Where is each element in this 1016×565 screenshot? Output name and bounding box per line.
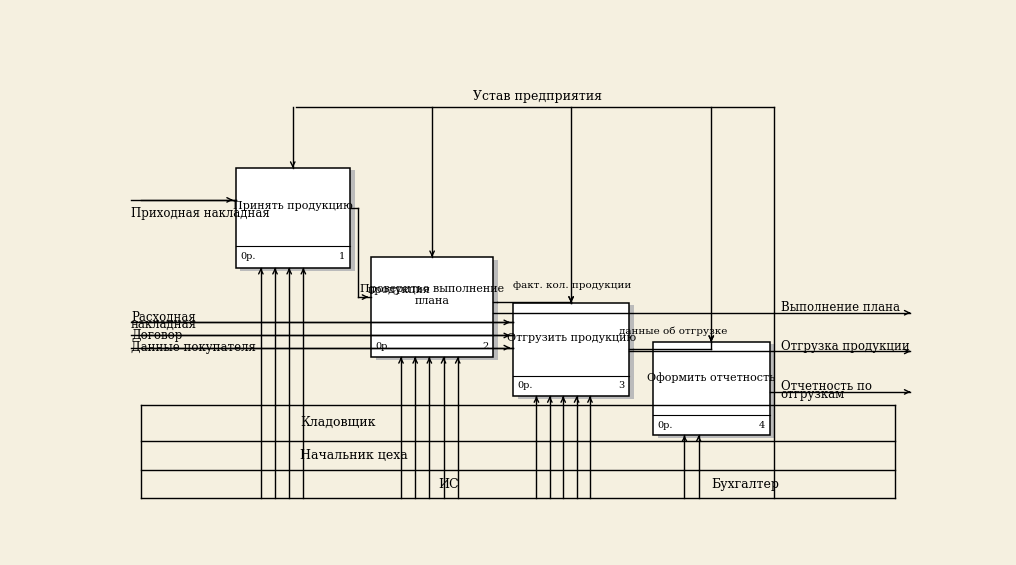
Text: Проверитьо выполнение
плана: Проверитьо выполнение плана xyxy=(360,284,504,306)
Text: Отчетность по: Отчетность по xyxy=(780,380,872,393)
Text: Отгрузить продукцию: Отгрузить продукцию xyxy=(507,333,636,344)
Text: Начальник цеха: Начальник цеха xyxy=(301,449,408,462)
Bar xyxy=(653,342,769,436)
Text: Бухгалтер: Бухгалтер xyxy=(711,478,779,491)
Text: накладная: накладная xyxy=(131,318,197,331)
Bar xyxy=(371,257,493,357)
Text: Кладовщик: Кладовщик xyxy=(301,416,376,429)
Text: ИС: ИС xyxy=(438,478,458,491)
Text: 2: 2 xyxy=(483,342,489,351)
Text: 0р.: 0р. xyxy=(657,420,674,429)
Bar xyxy=(517,305,634,399)
Text: продукция: продукция xyxy=(367,285,430,295)
Bar xyxy=(657,345,774,438)
Bar xyxy=(513,303,629,396)
Text: 0р.: 0р. xyxy=(241,253,256,262)
Text: отгрузкам: отгрузкам xyxy=(780,388,844,401)
Bar xyxy=(241,171,355,271)
Text: 0р.: 0р. xyxy=(376,342,391,351)
Text: факт. кол. продукции: факт. кол. продукции xyxy=(513,281,631,290)
Text: Выполнение плана: Выполнение плана xyxy=(780,301,899,314)
Text: Устав предприятия: Устав предприятия xyxy=(473,90,602,103)
Bar xyxy=(236,168,350,268)
Text: Расходная: Расходная xyxy=(131,311,196,324)
Text: Принять продукцию: Принять продукцию xyxy=(233,201,353,211)
Bar xyxy=(376,260,498,360)
Text: данные об отгрузке: данные об отгрузке xyxy=(619,326,727,336)
Text: 4: 4 xyxy=(759,420,765,429)
Text: 3: 3 xyxy=(619,381,625,390)
Text: 0р.: 0р. xyxy=(517,381,533,390)
Text: Данные покупателя: Данные покупателя xyxy=(131,341,256,354)
Text: 1: 1 xyxy=(339,253,345,262)
Text: Отгрузка продукции: Отгрузка продукции xyxy=(780,340,909,353)
Text: Приходная накладная: Приходная накладная xyxy=(131,207,269,220)
Text: Оформить отчетность: Оформить отчетность xyxy=(647,372,775,383)
Text: Договор: Договор xyxy=(131,329,182,342)
